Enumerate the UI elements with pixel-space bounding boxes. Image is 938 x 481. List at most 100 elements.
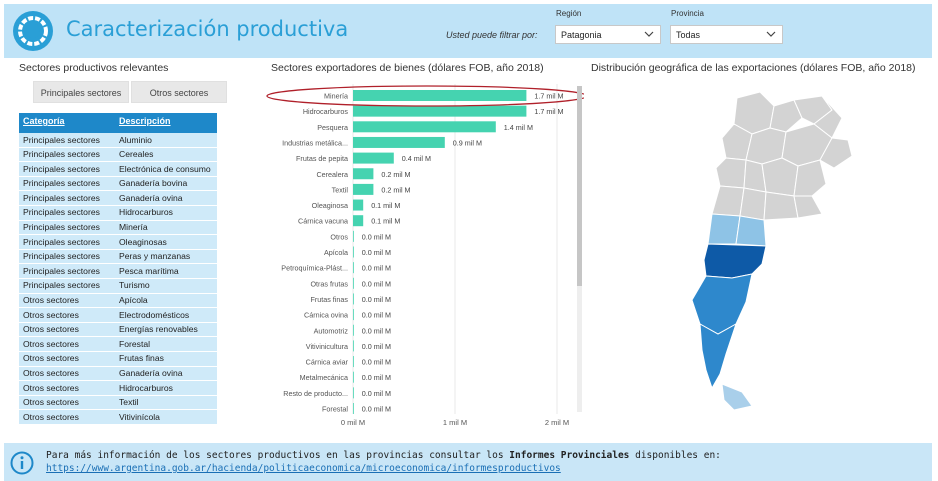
table-row[interactable]: Principales sectores Peras y manzanas [19,249,217,265]
argentina-map[interactable] [682,88,887,418]
cell-descripcion: Oleaginosas [119,236,167,247]
cell-descripcion: Aluminio [119,134,152,145]
x-tick-label: 0 mil M [341,418,365,427]
cell-descripcion: Frutas finas [119,353,164,364]
cell-categoria: Otros sectores [23,368,79,378]
cell-categoria: Otros sectores [23,397,79,408]
cell-categoria: Principales sectores [23,163,100,174]
bar [353,340,354,352]
table-row[interactable]: Principales sectores Ganadería bovina [19,176,217,192]
data-label: 0.2 mil M [381,185,410,194]
bar [353,183,374,195]
chevron-down-icon [644,31,654,37]
data-label: 0.0 mil M [362,389,391,398]
cell-categoria: Otros sectores [23,295,79,306]
info-text-bold: Informes Provinciales [509,450,630,461]
data-label: 0.0 mil M [362,326,391,335]
cell-categoria: Otros sectores [23,338,79,349]
table-row[interactable]: Principales sectores Cereales [19,147,217,163]
category-label: Apícola [324,248,348,257]
cell-descripcion: Vitivinícola [119,411,160,422]
principal-sectors-button[interactable]: Principales sectores [33,81,129,103]
table-row[interactable]: Principales sectores Hidrocarburos [19,205,217,221]
cell-descripcion: Pesca marítima [119,265,179,276]
table-row[interactable]: Otros sectores Frutas finas [19,351,217,367]
highlight-ellipse [266,85,584,107]
table-row[interactable]: Principales sectores Electrónica de consu… [19,162,217,177]
cell-descripcion: Turismo [119,280,150,291]
chevron-down-icon [766,31,776,37]
data-label: 0.0 mil M [362,295,391,304]
info-text: Para más información de los sectores pro… [46,450,721,461]
category-label: Oleaginosa [312,201,348,210]
cell-descripcion: Hidrocarburos [119,207,173,218]
table-row[interactable]: Otros sectores Electrodomésticos [19,308,217,323]
province-value: Todas [676,30,701,40]
category-label: Minería [324,92,348,101]
column-header-descripcion[interactable]: Descripción [119,116,171,126]
table-row[interactable]: Principales sectores Pesca marítima [19,264,217,279]
other-sectors-button[interactable]: Otros sectores [131,81,227,103]
table-row[interactable]: Principales sectores Aluminio [19,133,217,148]
region-value: Patagonia [561,30,602,40]
table-row[interactable]: Otros sectores Energías renovables [19,322,217,338]
table-row[interactable]: Otros sectores Textil [19,395,217,411]
data-label: 1.4 mil M [504,123,533,132]
table-row[interactable]: Principales sectores Ganadería ovina [19,191,217,206]
data-label: 0.4 mil M [402,154,431,163]
table-row[interactable]: Otros sectores Vitivinícola [19,410,217,425]
category-label: Cárnica aviar [306,358,349,367]
region-select[interactable]: Patagonia [555,25,661,44]
cell-categoria: Principales sectores [23,236,100,247]
table-row[interactable]: Otros sectores Forestal [19,337,217,352]
cell-descripcion: Peras y manzanas [119,251,191,262]
category-label: Cárnica ovina [304,311,348,320]
info-bar: Para más información de los sectores pro… [4,443,932,481]
informes-productivos-link[interactable]: https://www.argentina.gob.ar/hacienda/po… [46,463,561,474]
table-row[interactable]: Principales sectores Oleaginosas [19,235,217,250]
cell-categoria: Principales sectores [23,251,100,262]
data-label: 0.0 mil M [362,358,391,367]
bar [353,215,364,227]
info-icon [10,451,34,475]
filter-label: Usted puede filtrar por: [446,30,538,40]
x-tick-label: 1 mil M [443,418,467,427]
category-label: Frutas finas [310,295,348,304]
data-label: 0.0 mil M [362,264,391,273]
column-header-categoria[interactable]: Categoría [23,116,65,126]
bar [353,262,354,274]
chart-scrollbar-thumb[interactable] [577,86,582,286]
bar [353,90,527,101]
header-bar: Caracterización productiva Usted puede f… [4,4,932,58]
cell-descripcion: Cereales [119,149,154,160]
sectors-table: Categoría Descripción Principales sector… [19,113,217,425]
category-label: Cerealera [316,170,348,179]
cell-categoria: Principales sectores [23,149,100,160]
cell-descripcion: Electrónica de consumo [119,163,211,174]
data-label: 0.0 mil M [362,311,391,320]
data-label: 0.2 mil M [381,170,410,179]
table-row[interactable]: Otros sectores Ganadería ovina [19,366,217,382]
table-row[interactable]: Otros sectores Hidrocarburos [19,381,217,396]
table-header: Categoría Descripción [19,113,217,133]
cell-descripcion: Ganadería ovina [119,192,183,203]
category-label: Industrias metálica... [282,138,348,147]
bar [353,246,354,258]
data-label: 0.0 mil M [362,405,391,414]
bar [353,121,496,133]
map-province-light [721,383,753,411]
category-label: Otros [330,232,348,241]
data-label: 0.1 mil M [371,217,400,226]
category-label: Petroquímica-Plást... [281,264,348,273]
province-select[interactable]: Todas [670,25,783,44]
data-label: 0.0 mil M [362,248,391,257]
bar [353,356,354,368]
bar [353,324,354,336]
table-row[interactable]: Principales sectores Turismo [19,278,217,294]
data-label: 0.0 mil M [362,279,391,288]
exports-bar-chart: 0 mil M 1 mil M 2 mil M Minería 1.7 mil M Hid… [266,84,584,427]
bar [353,309,354,321]
bar [353,230,354,242]
table-row[interactable]: Otros sectores Apícola [19,293,217,309]
table-row[interactable]: Principales sectores Minería [19,220,217,236]
